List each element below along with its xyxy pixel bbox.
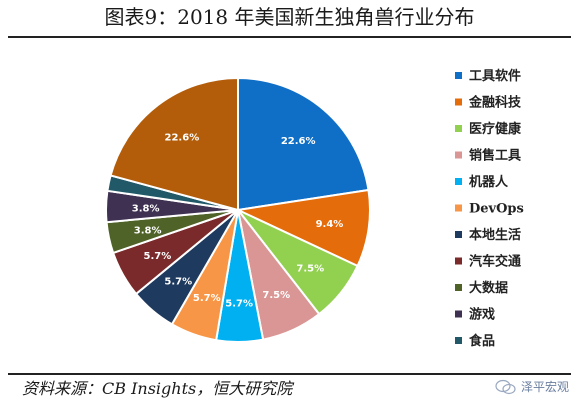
legend-swatch-6 [455,204,462,212]
slice-label-9: 3.8% [134,225,162,236]
watermark-text: 泽平宏观 [520,380,569,394]
legend-label-7: 本地生活 [469,227,521,243]
slice-label-3: 7.5% [296,264,324,275]
legend-swatch-11 [455,337,462,344]
slice-label-5: 5.7% [225,298,253,309]
legend-swatch-2 [455,98,462,106]
slice-label-10: 3.8% [132,204,160,215]
legend-swatch-8 [455,257,462,265]
legend-label-10: 游戏 [469,307,495,323]
slice-label-6: 5.7% [193,293,221,304]
pie-slice-1 [237,76,370,212]
legend-label-11: 食品 [469,333,495,349]
pie-slice-labels: 22.6%9.4%7.5%7.5%5.7%5.7%5.7%5.7%3.8%3.8… [132,133,344,310]
slice-label-1: 22.6% [281,136,316,147]
footer-divider [8,373,571,375]
source-note: 资料来源：CB Insights，恒大研究院 [22,379,293,398]
legend-label-5: 机器人 [469,174,509,190]
slice-label-12: 22.6% [165,133,200,144]
legend-swatch-10 [455,310,462,318]
pie-slices [105,76,371,343]
legend-swatch-9 [455,284,462,291]
title-divider [8,36,571,38]
pie-slice-12 [109,76,239,212]
legend-swatch-1 [455,72,462,79]
pie-slice-2 [234,188,371,268]
wechat-icon [495,379,516,394]
legend-label-8: 汽车交通 [469,254,521,270]
legend-label-2: 金融科技 [468,95,522,111]
legend-swatch-4 [455,151,462,159]
slice-label-8: 5.7% [143,251,171,262]
legend-label-4: 销售工具 [469,148,521,164]
watermark: 泽平宏观 [495,378,569,395]
slice-label-2: 9.4% [316,219,344,230]
legend-swatch-3 [455,125,462,132]
legend-label-1: 工具软件 [469,68,521,84]
legend-label-6: DevOps [469,202,524,217]
legend-swatch-7 [455,231,462,238]
legend-swatch-5 [455,178,462,185]
chart-title: 图表9：2018 年美国新生独角兽行业分布 [104,5,475,29]
slice-label-4: 7.5% [262,290,290,301]
legend-label-9: 大数据 [469,280,508,296]
slice-label-7: 5.7% [164,276,192,287]
pie-chart: 22.6%9.4%7.5%7.5%5.7%5.7%5.7%5.7%3.8%3.8… [105,68,524,349]
legend-label-3: 医疗健康 [469,121,522,137]
